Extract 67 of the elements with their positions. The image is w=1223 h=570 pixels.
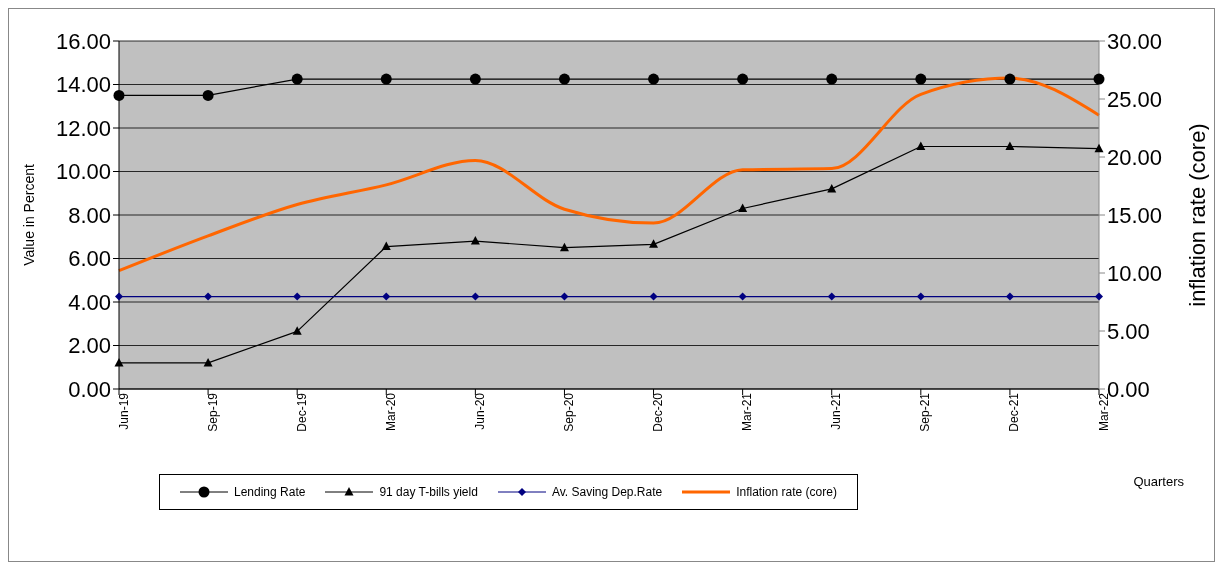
y-tick-label: 14.00 — [55, 72, 111, 98]
point — [827, 183, 837, 193]
point — [1004, 73, 1016, 85]
y-axis-title: Value in Percent — [20, 164, 37, 266]
point — [649, 239, 659, 248]
x-tick-label: Mar-21 — [740, 392, 755, 432]
point — [1005, 292, 1014, 301]
x-tick-label: Sep-20 — [561, 392, 576, 432]
point — [649, 292, 658, 301]
y2-tick-label: 25.00 — [1107, 86, 1163, 112]
point — [204, 292, 213, 301]
y2-axis-title: inflation rate (core) — [1184, 123, 1210, 307]
point — [738, 292, 747, 301]
y2-tick-label: 0.00 — [1107, 376, 1150, 402]
point — [738, 203, 748, 212]
legend-label: 91 day T-bills yield — [379, 485, 478, 499]
y2-tick-label: 5.00 — [1107, 318, 1150, 344]
point — [559, 242, 569, 252]
point — [826, 73, 838, 85]
y-tick-label: 4.00 — [68, 289, 111, 315]
y-tick-label: 10.00 — [55, 159, 111, 185]
point — [292, 326, 302, 335]
point — [113, 89, 125, 101]
point — [827, 292, 836, 301]
point — [293, 292, 302, 301]
point — [381, 241, 391, 251]
x-tick-label: Mar-20 — [383, 392, 398, 432]
y-tick-label: 2.00 — [68, 333, 111, 359]
x-tick-label: Jun-19 — [116, 392, 131, 430]
x-tick-label: Jun-21 — [829, 392, 844, 430]
point — [1005, 141, 1015, 150]
y2-tick-label: 30.00 — [1107, 28, 1163, 54]
point — [1094, 143, 1104, 153]
point — [469, 73, 481, 85]
legend-label: Av. Saving Dep.Rate — [551, 485, 663, 499]
x-tick-label: Dec-19 — [294, 392, 309, 432]
y-tick-label: 0.00 — [68, 376, 111, 402]
point — [471, 292, 480, 301]
point — [560, 292, 569, 301]
point — [558, 73, 570, 85]
point — [202, 89, 214, 101]
point — [470, 236, 480, 245]
legend-label: Inflation rate (core) — [736, 485, 837, 499]
point — [648, 73, 660, 85]
legend-label: Lending Rate — [234, 485, 306, 499]
y-tick-label: 16.00 — [55, 28, 111, 54]
point — [915, 73, 927, 85]
y-tick-label: 8.00 — [68, 202, 111, 228]
x-tick-label: Dec-21 — [1007, 392, 1022, 432]
point — [737, 73, 749, 85]
point — [380, 73, 392, 85]
x-tick-label: Jun-20 — [472, 392, 487, 430]
point — [916, 292, 925, 301]
y2-tick-label: 20.00 — [1107, 144, 1163, 170]
y2-tick-label: 10.00 — [1107, 260, 1163, 286]
y-tick-label: 12.00 — [55, 115, 111, 141]
point — [1095, 292, 1103, 301]
y-tick-label: 6.00 — [68, 246, 111, 272]
point — [291, 73, 303, 85]
point — [1093, 73, 1105, 85]
x-tick-label: Dec-20 — [651, 392, 666, 432]
x-axis-title: Quarters — [1133, 474, 1184, 489]
x-tick-label: Sep-19 — [205, 392, 220, 432]
point — [382, 292, 391, 301]
point — [916, 141, 926, 150]
y2-tick-label: 15.00 — [1107, 202, 1163, 228]
x-tick-label: Sep-21 — [918, 392, 933, 432]
